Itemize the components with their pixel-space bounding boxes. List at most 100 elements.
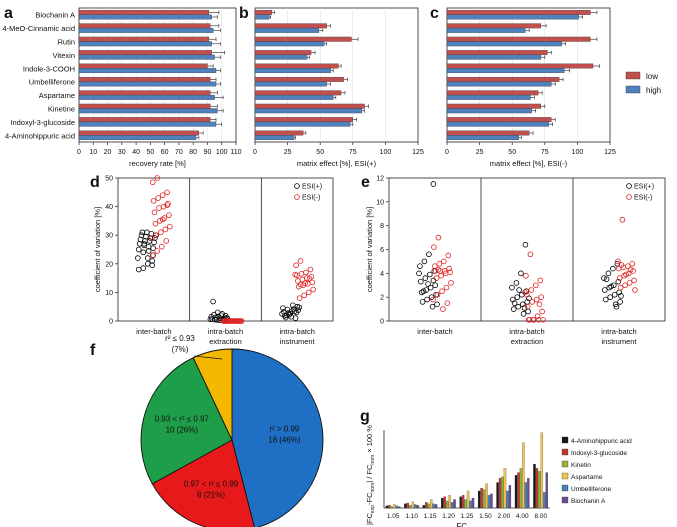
panel-e-point-esi-neg [615, 258, 621, 265]
g-bar [477, 490, 481, 509]
panel-c-bar-high [446, 14, 579, 20]
panel-a-bar-low [78, 130, 200, 136]
panel-e-point-esi-neg [438, 272, 444, 279]
panel-label-g: g [360, 408, 370, 425]
panel-e-point-esi-pos [610, 282, 617, 289]
panel-d-point-esi-pos [144, 260, 151, 267]
panel-e-point-esi-pos [427, 284, 434, 291]
g-category-label: 1.20 [442, 513, 455, 520]
panel-e-point-esi-neg [432, 268, 439, 274]
panel-e-point-esi-neg [526, 317, 533, 323]
panel-e-point-esi-neg [431, 244, 437, 250]
panel-a-category-label: Aspartame [39, 91, 75, 100]
panel-c-matrix-esi-neg-chart: 0 25 50 75 100 125 matrix effect [%], ESI(-) lo… [445, 7, 661, 168]
panel-a-xtick-label: 110 [230, 149, 241, 156]
panel-c-bar-low [446, 36, 591, 42]
panel-c-frame [446, 7, 611, 143]
panel-d-point-esi-neg [165, 200, 171, 207]
panel-a-category-label: Umbelliferone [29, 78, 75, 87]
panel-d-legend-marker [294, 194, 300, 200]
panel-d-point-esi-neg [157, 218, 163, 224]
panel-d-point-esi-pos [144, 255, 151, 261]
panel-a-xtick-label: 100 [216, 149, 228, 156]
panel-e-point-esi-pos [509, 284, 515, 291]
panel-a-xtick-label: 90 [204, 149, 212, 156]
panel-label-c: c [430, 5, 439, 22]
panel-e-point-esi-pos [516, 287, 522, 293]
panel-e-point-esi-neg [430, 296, 436, 303]
panel-d-point-esi-neg [164, 202, 170, 208]
panel-d-point-esi-neg [159, 192, 166, 198]
panel-c-xtick-label: 100 [572, 149, 584, 156]
panel-d-point-esi-pos [140, 265, 147, 271]
panel-e-point-esi-neg [631, 277, 637, 284]
panel-e-point-esi-pos [601, 287, 608, 293]
g-bar [490, 493, 493, 509]
panel-a-bar-high [78, 108, 218, 114]
panel-a-xtick-label: 0 [77, 149, 81, 156]
panel-d-point-esi-neg [151, 209, 158, 216]
g-bar [524, 482, 528, 509]
panel-b-xlabel: matrix effect [%], ESI(+) [297, 159, 377, 168]
panel-d-point-esi-neg [162, 226, 169, 233]
g-bar [503, 468, 507, 509]
panel-d-point-esi-pos [291, 308, 298, 315]
panel-e-cv-scatter: 0 2 4 6 8 10 12 coefficient of variation [%] int… [365, 176, 666, 346]
panel-d-point-esi-neg [298, 271, 305, 277]
panel-e-ytick-label: 8 [380, 223, 384, 230]
panel-d-point-esi-pos [287, 310, 293, 317]
panel-c-xtick-label: 50 [508, 149, 516, 156]
panel-label-f: f [90, 342, 96, 359]
g-legend-label: Biochanin A [571, 498, 606, 505]
panel-a-xtick-label: 20 [104, 149, 112, 156]
panel-f-pie-chart: r² > 0.99 18 (46%) 0.97 < r² ≤ 0.99 8 (21%)… [140, 334, 324, 527]
panel-d-point-esi-neg [154, 175, 161, 181]
panel-e-legend-marker [626, 183, 632, 189]
panel-a-xtick-label: 60 [161, 149, 169, 156]
panel-d-point-esi-neg [150, 198, 157, 204]
panel-a-xtick-label: 50 [146, 149, 154, 156]
panel-e-legend-label: ESI(-) [634, 195, 652, 202]
panel-c-bar-high [446, 27, 526, 33]
g-bar [487, 495, 491, 509]
panel-d-point-esi-neg [297, 281, 304, 288]
panel-d-point-esi-neg [306, 275, 313, 282]
pie-slice-count: 18 (46%) [268, 435, 301, 444]
panel-e-point-esi-pos [613, 303, 620, 310]
panel-b-bar-high [254, 94, 334, 100]
panel-d-ytick-label: 0 [109, 319, 113, 326]
panel-c-xlabel: matrix effect [%], ESI(-) [490, 159, 568, 168]
panel-e-point-esi-neg [622, 282, 628, 289]
panel-d-ytick-label: 50 [105, 176, 113, 183]
g-bar [469, 500, 472, 509]
panel-a-bar-low [78, 103, 211, 109]
panel-d-point-esi-pos [210, 298, 216, 305]
panel-d-point-esi-pos [135, 255, 141, 261]
panel-e-point-esi-neg [540, 317, 546, 323]
panel-e-point-esi-pos [419, 299, 426, 305]
panel-a-category-label: Kinetine [48, 105, 75, 114]
g-legend-label: Indoxyl-3-glucoside [571, 450, 627, 457]
g-xlabel: FCnom [456, 522, 478, 527]
g-bar [496, 482, 499, 509]
g-category-label: 8.00 [534, 513, 547, 520]
panel-d-ytick-label: 40 [105, 204, 113, 211]
panel-label-b: b [239, 5, 249, 22]
panel-e-group-label: instrument [601, 337, 637, 346]
panel-e-point-esi-pos [518, 291, 525, 298]
g-bar [459, 496, 462, 509]
panel-e-point-esi-neg [440, 306, 446, 312]
panel-e-point-esi-pos [511, 300, 518, 306]
panel-d-group-label: intra-batch [279, 327, 314, 336]
panel-d-point-esi-neg [153, 232, 160, 239]
panel-d-point-esi-neg [293, 262, 299, 269]
panel-b-bar-low [254, 36, 352, 42]
g-bar [393, 504, 396, 509]
pie-slice-label: 0.93 < r² ≤ 0.97 [155, 415, 210, 424]
g-legend-swatch [561, 460, 569, 468]
panel-b-xtick-label: 25 [284, 149, 292, 156]
panel-e-point-esi-neg [616, 275, 623, 281]
panel-c-bar-high [446, 121, 549, 127]
g-bar [445, 500, 449, 509]
panel-d-point-esi-pos [281, 309, 287, 315]
